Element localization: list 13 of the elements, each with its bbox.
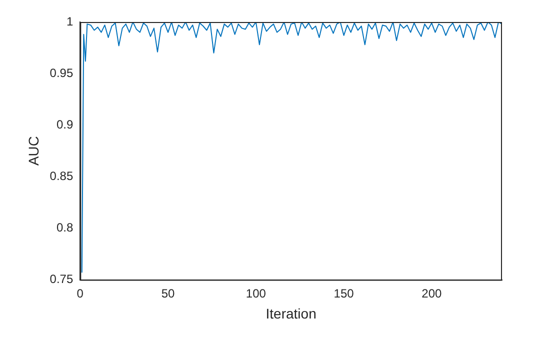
x-axis-title: Iteration — [266, 305, 316, 322]
y-axis-title: AUC — [25, 136, 42, 166]
x-tick-label: 50 — [161, 286, 176, 300]
y-tick-label: 0.8 — [56, 220, 74, 235]
y-tick-label: 1 — [66, 14, 74, 28]
x-tick-label: 0 — [76, 286, 84, 300]
x-tick-label: 100 — [246, 286, 266, 300]
y-tick-label: 0.95 — [50, 66, 74, 80]
y-tick-label: 0.9 — [56, 117, 74, 132]
x-tick-label: 200 — [422, 286, 442, 300]
x-tick-label: 150 — [334, 286, 354, 300]
y-tick-label: 0.75 — [50, 272, 74, 286]
y-tick-label: 0.85 — [50, 168, 74, 183]
